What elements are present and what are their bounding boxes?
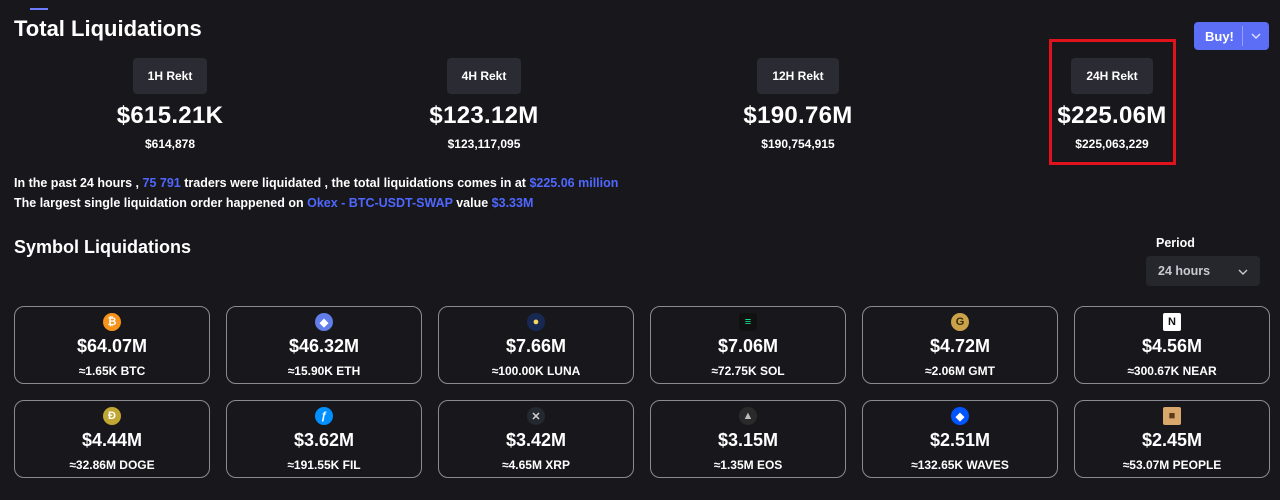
page-title: Total Liquidations [14,16,202,41]
symbol-quantity: ≈32.86M DOGE [69,458,155,472]
symbol-card-doge[interactable]: Ð $4.44M ≈32.86M DOGE [14,400,210,478]
symbol-amount: $46.32M [288,336,360,356]
symbol-amount: $3.15M [717,430,779,450]
buy-button[interactable]: Buy! [1194,22,1269,50]
symbol-card-xrp[interactable]: ✕ $3.42M ≈4.65M XRP [438,400,634,478]
buy-button-label: Buy! [1205,28,1234,44]
eos-icon: ▲ [739,407,757,425]
symbol-amount: $7.66M [505,336,567,356]
symbol-amount: $2.45M [1141,430,1203,450]
stat-value: $123.12M [429,102,539,129]
waves-icon: ◆ [951,407,969,425]
symbol-card-eth[interactable]: ◆ $46.32M ≈15.90K ETH [226,306,422,384]
symbol-card-btc[interactable]: ₿ $64.07M ≈1.65K BTC [14,306,210,384]
exchange-link[interactable]: Okex - BTC-USDT-SWAP [307,196,453,210]
symbol-quantity: ≈4.65M XRP [502,458,570,472]
stat-exact: $614,878 [144,137,196,151]
stat-badge[interactable]: 1H Rekt [132,58,208,94]
symbol-card-eos[interactable]: ▲ $3.15M ≈1.35M EOS [650,400,846,478]
buy-button-divider [1242,26,1243,46]
stat-exact: $225,063,229 [1075,137,1149,151]
symbol-quantity: ≈1.35M EOS [713,458,783,472]
symbol-amount: $3.62M [293,430,355,450]
symbol-card-people[interactable]: ■ $2.45M ≈53.07M PEOPLE [1074,400,1270,478]
summary-text: The largest single liquidation order hap… [14,196,304,210]
symbol-quantity: ≈100.00K LUNA [491,364,581,378]
symbol-amount: $2.51M [929,430,991,450]
eth-icon: ◆ [315,313,333,331]
symbol-card-gmt[interactable]: G $4.72M ≈2.06M GMT [862,306,1058,384]
stat-badge[interactable]: 12H Rekt [757,58,839,94]
stat-12h: 12H Rekt $190.76M $190,754,915 [698,58,898,151]
symbol-quantity: ≈72.75K SOL [711,364,785,378]
symbol-quantity: ≈132.65K WAVES [911,458,1009,472]
chevron-down-icon [1238,264,1248,278]
symbol-quantity: ≈300.67K NEAR [1127,364,1217,378]
symbol-quantity: ≈191.55K FIL [287,458,361,472]
period-label: Period [1156,236,1195,250]
stat-badge[interactable]: 4H Rekt [446,58,522,94]
total-liquidations: $225.06 million [529,176,619,190]
stat-badge[interactable]: 24H Rekt [1071,58,1153,94]
tab-indicator [30,8,48,10]
symbol-amount: $4.44M [81,430,143,450]
stat-24h: 24H Rekt $225.06M $225,063,229 [1012,58,1212,151]
symbol-quantity: ≈15.90K ETH [287,364,361,378]
stat-1h: 1H Rekt $615.21K $614,878 [70,58,270,151]
near-icon: N [1163,313,1181,331]
gmt-icon: G [951,313,969,331]
period-select[interactable]: 24 hours [1146,256,1260,286]
section-title: Symbol Liquidations [14,237,192,257]
stat-value: $225.06M [1057,102,1167,129]
symbol-amount: $7.06M [717,336,779,356]
symbol-quantity: ≈1.65K BTC [78,364,146,378]
symbol-card-waves[interactable]: ◆ $2.51M ≈132.65K WAVES [862,400,1058,478]
stat-4h: 4H Rekt $123.12M $123,117,095 [384,58,584,151]
symbol-card-fil[interactable]: ƒ $3.62M ≈191.55K FIL [226,400,422,478]
traders-count: 75 791 [142,176,181,190]
symbol-amount: $3.42M [505,430,567,450]
symbol-amount: $64.07M [76,336,148,356]
sol-icon: ≡ [739,313,757,331]
doge-icon: Ð [103,407,121,425]
symbol-card-sol[interactable]: ≡ $7.06M ≈72.75K SOL [650,306,846,384]
luna-icon: ● [527,313,545,331]
symbol-quantity: ≈2.06M GMT [925,364,995,378]
largest-order-value: $3.33M [491,196,534,210]
symbol-quantity: ≈53.07M PEOPLE [1122,458,1222,472]
summary-text: In the past 24 hours , [14,176,140,190]
stat-value: $615.21K [116,102,224,129]
chevron-down-icon[interactable] [1243,33,1269,39]
summary-text: value [456,196,489,210]
summary-line-2: The largest single liquidation order hap… [14,196,533,210]
stat-exact: $123,117,095 [447,137,521,151]
people-icon: ■ [1163,407,1181,425]
symbol-amount: $4.56M [1141,336,1203,356]
summary-line-1: In the past 24 hours , 75 791 traders we… [14,176,618,190]
summary-text: traders were liquidated , the total liqu… [184,176,526,190]
symbol-card-luna[interactable]: ● $7.66M ≈100.00K LUNA [438,306,634,384]
highlight-box [1049,39,1176,165]
xrp-icon: ✕ [527,407,545,425]
symbol-amount: $4.72M [929,336,991,356]
period-value: 24 hours [1158,264,1211,278]
stat-exact: $190,754,915 [761,137,835,151]
fil-icon: ƒ [315,407,333,425]
stat-value: $190.76M [743,102,853,129]
symbol-card-near[interactable]: N $4.56M ≈300.67K NEAR [1074,306,1270,384]
btc-icon: ₿ [103,313,121,331]
